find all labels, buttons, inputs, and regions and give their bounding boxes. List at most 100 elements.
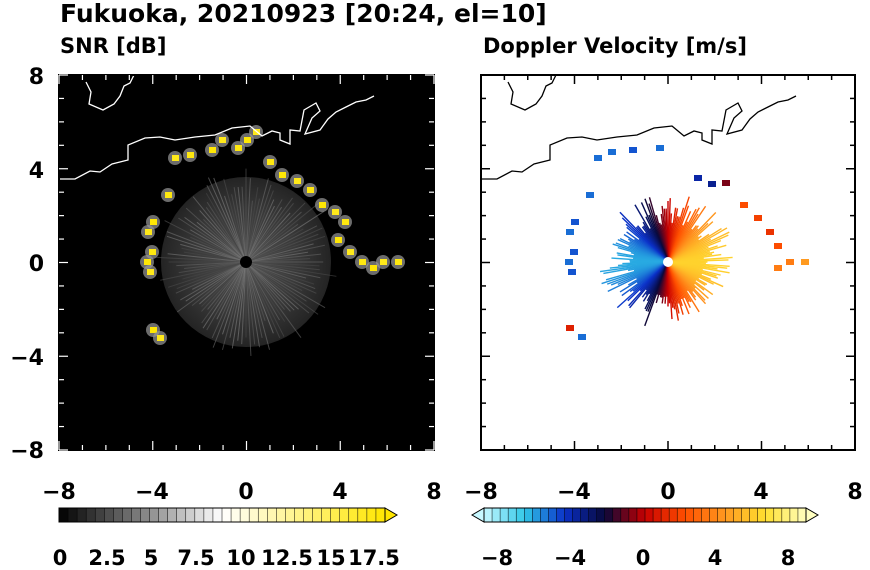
snr-xtick-4: 4 xyxy=(332,480,347,505)
snr-radial-ray xyxy=(222,261,247,335)
snr-cb-label-5: 5 xyxy=(144,546,159,570)
colorbar-segment xyxy=(240,508,250,522)
snr-radial-ray xyxy=(245,261,266,321)
colorbar-segment xyxy=(636,508,646,522)
snr-radial-ray xyxy=(245,190,274,263)
snr-axis-ticks xyxy=(58,74,435,451)
dop-xtick-4: 4 xyxy=(753,480,768,505)
colorbar-segment xyxy=(556,508,565,522)
colorbar-segment xyxy=(564,508,574,522)
colorbar-segment xyxy=(588,508,598,522)
colorbar-segment xyxy=(612,508,622,522)
snr-radial-ray xyxy=(207,177,247,263)
snr-radial-ray xyxy=(206,185,247,263)
colorbar-segment xyxy=(294,508,304,522)
snr-radial-ray xyxy=(201,261,247,307)
snr-echo-core xyxy=(347,249,354,255)
snr-radial-ray xyxy=(245,261,315,285)
colorbar-segment xyxy=(357,508,368,522)
snr-radial-ray xyxy=(168,261,247,288)
doppler-echo-patch xyxy=(570,249,578,255)
snr-colorbar xyxy=(58,507,398,523)
colorbar-segment xyxy=(348,508,359,522)
snr-echo-core xyxy=(165,192,172,198)
snr-radial-ray xyxy=(231,194,247,263)
snr-ytick-8: 8 xyxy=(29,65,44,90)
snr-radial-texture xyxy=(156,168,337,356)
snr-radial-ray xyxy=(245,206,283,263)
colorbar-segment xyxy=(231,508,241,522)
doppler-echo-patch xyxy=(708,181,716,187)
colorbar-segment xyxy=(572,508,582,522)
snr-radial-ray xyxy=(196,221,247,263)
snr-radial-ray xyxy=(164,220,247,263)
snr-clutter-echoes xyxy=(140,125,405,345)
colorbar-segment xyxy=(104,508,114,522)
snr-xtick-neg4: −4 xyxy=(135,480,169,505)
colorbar-segment xyxy=(661,508,670,522)
doppler-echo-patch xyxy=(774,243,782,249)
snr-radial-ray xyxy=(245,261,281,339)
snr-radial-ray xyxy=(180,261,247,301)
snr-radial-ray xyxy=(245,261,307,279)
snr-radial-ray xyxy=(245,197,293,263)
snr-radial-ray xyxy=(206,261,247,331)
colorbar-segment xyxy=(677,508,686,522)
snr-radial-ray xyxy=(245,184,272,263)
snr-radial-ray xyxy=(237,261,247,341)
snr-radial-ray xyxy=(184,261,247,270)
colorbar-segment xyxy=(645,508,654,522)
doppler-echo-patch xyxy=(740,202,748,208)
snr-radial-ray xyxy=(231,261,247,349)
snr-radial-ray xyxy=(166,231,247,263)
snr-panel xyxy=(58,74,435,451)
snr-radial-ray xyxy=(207,261,247,310)
colorbar-segment xyxy=(222,508,232,522)
colorbar-segment xyxy=(59,508,69,522)
colorbar-segment xyxy=(620,508,630,522)
snr-radial-ray xyxy=(245,211,302,263)
doppler-echo-patch xyxy=(566,325,574,331)
snr-radial-ray xyxy=(212,261,247,348)
snr-radial-ray xyxy=(221,261,247,351)
snr-echo-core xyxy=(219,137,226,143)
colorbar-segment xyxy=(669,508,678,522)
colorbar-segment xyxy=(77,508,87,522)
colorbar-segment xyxy=(194,508,205,522)
colorbar-segment xyxy=(508,508,517,522)
snr-radial-ray xyxy=(245,244,325,263)
snr-radial-ray xyxy=(245,261,299,310)
snr-radial-ray xyxy=(241,261,247,345)
colorbar-segment xyxy=(203,508,214,522)
colorbar-max-triangle xyxy=(805,507,819,523)
snr-radial-ray xyxy=(245,212,291,263)
snr-radial-ray xyxy=(203,219,247,263)
doppler-panel-title: Doppler Velocity [m/s] xyxy=(483,34,747,58)
snr-radial-ray xyxy=(191,261,247,307)
doppler-radial-velocities xyxy=(599,196,733,327)
snr-echo-core xyxy=(145,229,152,235)
snr-radial-ray xyxy=(245,261,310,314)
doppler-panel xyxy=(480,74,856,451)
snr-radial-ray xyxy=(245,243,314,263)
colorbar-segment xyxy=(604,508,614,522)
colorbar-segment xyxy=(717,508,726,522)
snr-echo-core xyxy=(244,137,251,143)
snr-radial-ray xyxy=(176,261,247,267)
snr-radial-ray xyxy=(245,199,275,263)
colorbar-segment xyxy=(366,508,377,522)
snr-radial-ray xyxy=(182,261,247,280)
snr-panel-title: SNR [dB] xyxy=(60,34,167,58)
snr-radial-ray xyxy=(180,243,247,263)
doppler-echo-patch xyxy=(571,219,579,225)
snr-radial-ray xyxy=(245,261,321,279)
snr-echo-core xyxy=(172,155,179,161)
snr-radial-ray xyxy=(245,258,310,263)
snr-ytick-neg4: −4 xyxy=(10,346,44,371)
snr-radial-ray xyxy=(166,235,247,263)
snr-radial-ray xyxy=(245,253,322,263)
snr-echo-core xyxy=(149,249,156,255)
snr-radial-ray xyxy=(245,202,319,263)
snr-radial-ray xyxy=(237,187,247,263)
snr-echo-core xyxy=(359,259,366,265)
